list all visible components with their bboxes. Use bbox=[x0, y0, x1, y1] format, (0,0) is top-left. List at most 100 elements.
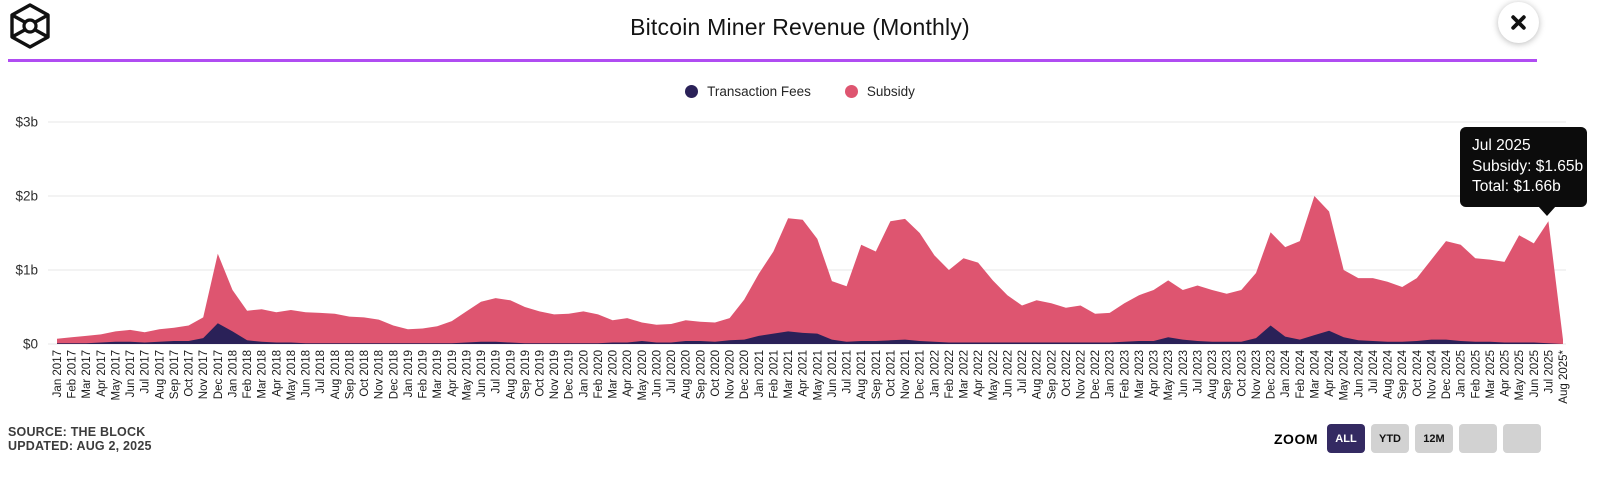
svg-text:$1b: $1b bbox=[15, 263, 38, 278]
x-axis-label: Nov 2017 bbox=[198, 350, 210, 399]
x-axis-label: Jul 2021 bbox=[842, 350, 854, 393]
x-axis-label: May 2024 bbox=[1339, 349, 1351, 400]
x-axis-label: Jan 2021 bbox=[754, 350, 766, 397]
x-axis-label: Nov 2018 bbox=[374, 350, 386, 399]
tooltip: Jul 2025 Subsidy: $1.65b Total: $1.66b bbox=[1460, 127, 1587, 216]
x-axis-label: Feb 2024 bbox=[1295, 349, 1307, 398]
x-axis-label: Apr 2019 bbox=[447, 350, 459, 397]
x-axis-label: Aug 2025* bbox=[1558, 349, 1570, 403]
x-axis-label: Mar 2019 bbox=[432, 350, 444, 399]
x-axis-label: May 2019 bbox=[461, 350, 473, 401]
x-axis-label: Sep 2017 bbox=[169, 350, 181, 399]
transaction-fees-area[interactable] bbox=[57, 323, 1563, 344]
x-axis-label: Feb 2020 bbox=[593, 350, 605, 399]
x-axis-label: Nov 2022 bbox=[1076, 350, 1088, 399]
x-axis-label: Jul 2018 bbox=[315, 350, 327, 393]
x-axis-label: Aug 2024 bbox=[1383, 349, 1395, 399]
x-axis-label: Jul 2022 bbox=[1017, 350, 1029, 393]
x-axis-label: Dec 2017 bbox=[213, 350, 225, 399]
x-axis-label: Feb 2022 bbox=[944, 350, 956, 399]
x-axis-label: Oct 2019 bbox=[535, 350, 547, 397]
x-axis-label: Jun 2019 bbox=[476, 350, 488, 397]
x-axis-label: Aug 2023 bbox=[1207, 350, 1219, 399]
x-axis-label: Nov 2021 bbox=[900, 350, 912, 399]
x-axis-label: May 2018 bbox=[286, 350, 298, 401]
x-axis-label: Jun 2024 bbox=[1353, 349, 1365, 397]
x-axis-label: Dec 2021 bbox=[915, 350, 927, 399]
x-axis-label: Apr 2024 bbox=[1324, 349, 1336, 396]
x-axis-label: Jun 2025 bbox=[1529, 350, 1541, 397]
x-axis-label: Mar 2024 bbox=[1309, 349, 1321, 398]
x-axis-label: Oct 2020 bbox=[710, 350, 722, 397]
legend-item-subsidy[interactable]: Subsidy bbox=[844, 84, 915, 99]
svg-text:$2b: $2b bbox=[15, 189, 38, 204]
the-block-logo-icon bbox=[10, 3, 50, 49]
x-axis-label: Jul 2023 bbox=[1193, 350, 1205, 393]
x-axis-label: Oct 2017 bbox=[184, 350, 196, 397]
x-axis-label: Nov 2024 bbox=[1426, 349, 1438, 399]
x-axis-label: Dec 2018 bbox=[388, 350, 400, 399]
x-axis-label: Mar 2022 bbox=[959, 350, 971, 399]
x-axis-label: May 2017 bbox=[111, 350, 123, 401]
x-axis-label: Sep 2019 bbox=[520, 350, 532, 399]
zoom-button-4[interactable] bbox=[1459, 424, 1497, 453]
x-axis-label: Jun 2020 bbox=[652, 350, 664, 397]
x-axis-label: Feb 2019 bbox=[418, 350, 430, 399]
x-axis-label: Jun 2023 bbox=[1178, 350, 1190, 397]
x-axis-label: Dec 2024 bbox=[1441, 349, 1453, 399]
transaction-fees-dot-icon bbox=[685, 85, 699, 98]
x-axis-label: Jun 2021 bbox=[827, 350, 839, 397]
x-axis-label: Nov 2019 bbox=[549, 350, 561, 399]
updated-text: UPDATED: AUG 2, 2025 bbox=[8, 438, 152, 453]
x-axis-label: Aug 2018 bbox=[330, 350, 342, 399]
zoom-button-all[interactable]: ALL bbox=[1327, 424, 1365, 453]
x-axis-label: Jan 2023 bbox=[1105, 350, 1117, 397]
svg-text:$3b: $3b bbox=[15, 115, 38, 130]
x-axis-label: Sep 2021 bbox=[871, 350, 883, 399]
zoom-button-ytd[interactable]: YTD bbox=[1371, 424, 1409, 453]
source-text: SOURCE: THE BLOCK bbox=[8, 425, 146, 439]
legend: Transaction Fees Subsidy bbox=[0, 84, 1600, 99]
x-axis-label: Apr 2025 bbox=[1500, 350, 1512, 397]
x-axis-label: Sep 2024 bbox=[1397, 349, 1409, 399]
x-axis-label: Aug 2017 bbox=[154, 350, 166, 399]
x-axis-label: Jan 2022 bbox=[929, 350, 941, 397]
subsidy-dot-icon bbox=[844, 85, 858, 98]
svg-text:$0: $0 bbox=[23, 337, 38, 352]
x-axis-label: Apr 2018 bbox=[271, 350, 283, 397]
legend-item-transaction-fees[interactable]: Transaction Fees bbox=[685, 84, 811, 99]
close-icon bbox=[1511, 15, 1526, 30]
x-axis-label: Jul 2024 bbox=[1368, 349, 1380, 393]
x-axis-label: Oct 2023 bbox=[1236, 350, 1248, 397]
tooltip-date: Jul 2025 bbox=[1472, 137, 1531, 154]
x-axis-label: Jan 2025 bbox=[1456, 350, 1468, 397]
x-axis-label: Oct 2018 bbox=[359, 350, 371, 397]
x-axis-label: Dec 2022 bbox=[1090, 350, 1102, 399]
x-axis-label: Jul 2025 bbox=[1543, 350, 1555, 393]
x-axis-label: Apr 2023 bbox=[1149, 350, 1161, 397]
x-axis-label: Oct 2022 bbox=[1061, 350, 1073, 397]
the-block-logo bbox=[8, 3, 52, 49]
x-axis-label: Jul 2019 bbox=[491, 350, 503, 393]
x-axis-label: Dec 2023 bbox=[1266, 350, 1278, 399]
close-button[interactable] bbox=[1498, 2, 1539, 43]
x-axis-label: Mar 2020 bbox=[608, 350, 620, 399]
zoom-controls: ZOOM ALL YTD 12M bbox=[1274, 424, 1541, 453]
x-axis-label: Apr 2020 bbox=[622, 350, 634, 397]
x-axis-label: Sep 2020 bbox=[695, 350, 707, 399]
x-axis-label: May 2025 bbox=[1514, 350, 1526, 401]
header-divider bbox=[8, 59, 1537, 62]
x-axis-label: Nov 2020 bbox=[725, 350, 737, 399]
subsidy-area[interactable] bbox=[57, 196, 1563, 344]
x-axis-label: Jan 2017 bbox=[52, 350, 64, 397]
tooltip-arrow bbox=[1538, 206, 1556, 216]
zoom-button-12m[interactable]: 12M bbox=[1415, 424, 1453, 453]
x-axis-label: Sep 2018 bbox=[344, 350, 356, 399]
x-axis-label: Sep 2022 bbox=[1046, 350, 1058, 399]
legend-label-subsidy: Subsidy bbox=[866, 84, 915, 99]
zoom-button-5[interactable] bbox=[1503, 424, 1541, 453]
x-axis-label: Jun 2018 bbox=[301, 350, 313, 397]
legend-label-transaction-fees: Transaction Fees bbox=[707, 84, 811, 99]
x-axis-label: Oct 2024 bbox=[1412, 349, 1424, 396]
